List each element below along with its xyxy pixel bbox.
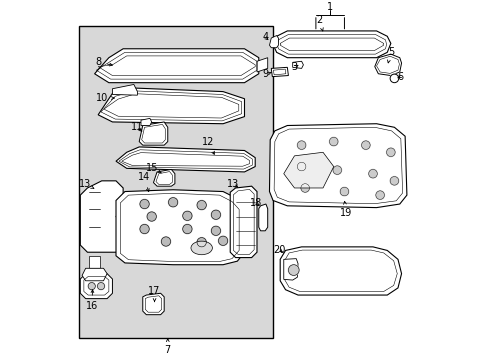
Circle shape <box>183 211 192 220</box>
Polygon shape <box>269 124 406 208</box>
Polygon shape <box>272 31 390 58</box>
Polygon shape <box>142 293 164 315</box>
Text: 9: 9 <box>262 69 270 80</box>
Polygon shape <box>283 258 297 280</box>
Circle shape <box>340 187 348 196</box>
Circle shape <box>88 283 95 290</box>
Text: 8: 8 <box>96 57 112 67</box>
Circle shape <box>297 162 305 171</box>
Text: 2: 2 <box>316 15 323 31</box>
Circle shape <box>386 148 394 157</box>
Text: 10: 10 <box>96 93 114 103</box>
Text: 3: 3 <box>291 62 297 72</box>
Text: 12: 12 <box>202 136 214 154</box>
Text: 15: 15 <box>146 163 161 174</box>
Polygon shape <box>280 247 401 295</box>
Circle shape <box>288 265 299 275</box>
Circle shape <box>361 141 369 149</box>
Polygon shape <box>98 88 244 124</box>
Polygon shape <box>141 118 151 126</box>
Polygon shape <box>153 170 175 186</box>
Polygon shape <box>112 85 137 95</box>
Text: 11: 11 <box>130 122 142 132</box>
Polygon shape <box>82 268 107 281</box>
Ellipse shape <box>191 241 212 255</box>
Circle shape <box>389 176 398 185</box>
Text: 4: 4 <box>262 32 268 42</box>
Circle shape <box>389 74 398 83</box>
Circle shape <box>97 283 104 290</box>
Polygon shape <box>80 274 112 299</box>
Circle shape <box>140 224 149 234</box>
Circle shape <box>332 166 341 174</box>
Text: 18: 18 <box>249 198 262 208</box>
Circle shape <box>168 198 178 207</box>
Polygon shape <box>258 204 267 231</box>
Polygon shape <box>89 256 100 268</box>
Circle shape <box>197 201 206 210</box>
Polygon shape <box>94 49 258 83</box>
Polygon shape <box>292 61 303 68</box>
Bar <box>79 26 272 338</box>
Circle shape <box>211 226 220 235</box>
Circle shape <box>300 184 309 192</box>
Text: 1: 1 <box>326 2 332 12</box>
Circle shape <box>183 224 192 234</box>
Polygon shape <box>271 67 288 77</box>
Polygon shape <box>80 181 123 252</box>
Polygon shape <box>116 190 244 265</box>
Circle shape <box>140 199 149 209</box>
Circle shape <box>161 237 170 246</box>
Circle shape <box>375 191 384 199</box>
Text: 17: 17 <box>148 286 161 302</box>
Text: 7: 7 <box>164 339 170 355</box>
Circle shape <box>218 236 227 246</box>
Polygon shape <box>374 54 401 76</box>
Polygon shape <box>139 122 167 145</box>
Text: 13: 13 <box>78 179 94 189</box>
Text: 13: 13 <box>226 179 239 189</box>
Polygon shape <box>230 186 257 257</box>
Polygon shape <box>283 152 333 188</box>
Polygon shape <box>257 58 267 72</box>
Text: 6: 6 <box>396 72 403 82</box>
Circle shape <box>297 141 305 149</box>
Circle shape <box>197 238 206 247</box>
Text: 14: 14 <box>138 172 150 192</box>
Circle shape <box>147 212 156 221</box>
Polygon shape <box>116 147 255 172</box>
Circle shape <box>211 210 220 219</box>
Circle shape <box>368 170 377 178</box>
Text: 20: 20 <box>273 245 285 255</box>
Circle shape <box>329 137 337 146</box>
Text: 19: 19 <box>340 201 352 218</box>
Text: 5: 5 <box>386 47 393 63</box>
Text: 16: 16 <box>85 290 98 311</box>
Polygon shape <box>269 36 278 48</box>
